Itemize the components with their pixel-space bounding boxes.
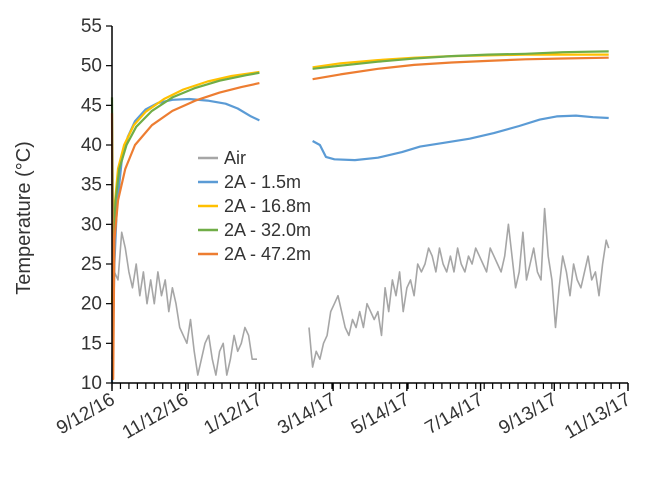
x-tick-label: 7/14/17 <box>422 389 487 439</box>
plot-area <box>110 50 610 384</box>
x-tick-label: 9/13/17 <box>495 389 560 439</box>
y-tick-label: 35 <box>81 175 102 196</box>
y-tick-label: 20 <box>81 294 102 315</box>
legend-label: 2A - 1.5m <box>224 172 301 192</box>
y-axis-title: Temperature (°C) <box>13 141 35 295</box>
y-tick-label: 50 <box>81 56 102 77</box>
y-tick-label: 40 <box>81 135 102 156</box>
x-tick-label: 11/12/16 <box>119 389 192 443</box>
series-line-2a-1-5m-seg1 <box>312 114 609 162</box>
y-tick-label: 25 <box>81 254 102 275</box>
x-tick-label: 5/14/17 <box>348 389 413 439</box>
x-tick-label: 11/13/17 <box>561 389 634 443</box>
legend-label: 2A - 16.8m <box>224 196 311 216</box>
series-line-air-seg0 <box>111 231 257 376</box>
legend: Air 2A - 1.5m 2A - 16.8m 2A - 32.0m 2A - 47.… <box>198 148 311 264</box>
series-line-2a-32-0m-seg0 <box>110 71 260 242</box>
series-line-2a-32-0m-seg1 <box>312 50 609 70</box>
x-tick-label: 1/12/17 <box>201 389 266 439</box>
y-tick-label: 55 <box>81 16 102 37</box>
x-tick-label: 3/14/17 <box>274 389 339 439</box>
series-line-air-seg1 <box>308 207 610 368</box>
series-line-2a-47-2m-seg1 <box>312 56 609 81</box>
x-tick-label: 9/12/16 <box>53 389 118 439</box>
legend-label: 2A - 47.2m <box>224 244 311 264</box>
y-tick-label: 10 <box>81 373 102 394</box>
series-line-2a-47-2m-seg0 <box>110 82 260 381</box>
y-axis: 10 15 20 25 30 35 40 45 50 55 <box>81 16 113 394</box>
y-tick-label: 45 <box>81 95 102 116</box>
y-tick-label: 15 <box>81 333 102 354</box>
x-axis: 9/12/16 11/12/16 1/12/17 3/14/17 5/14/17 7/14… <box>53 382 635 444</box>
legend-label: Air <box>224 148 246 168</box>
legend-label: 2A - 32.0m <box>224 220 311 240</box>
y-tick-label: 30 <box>81 214 102 235</box>
